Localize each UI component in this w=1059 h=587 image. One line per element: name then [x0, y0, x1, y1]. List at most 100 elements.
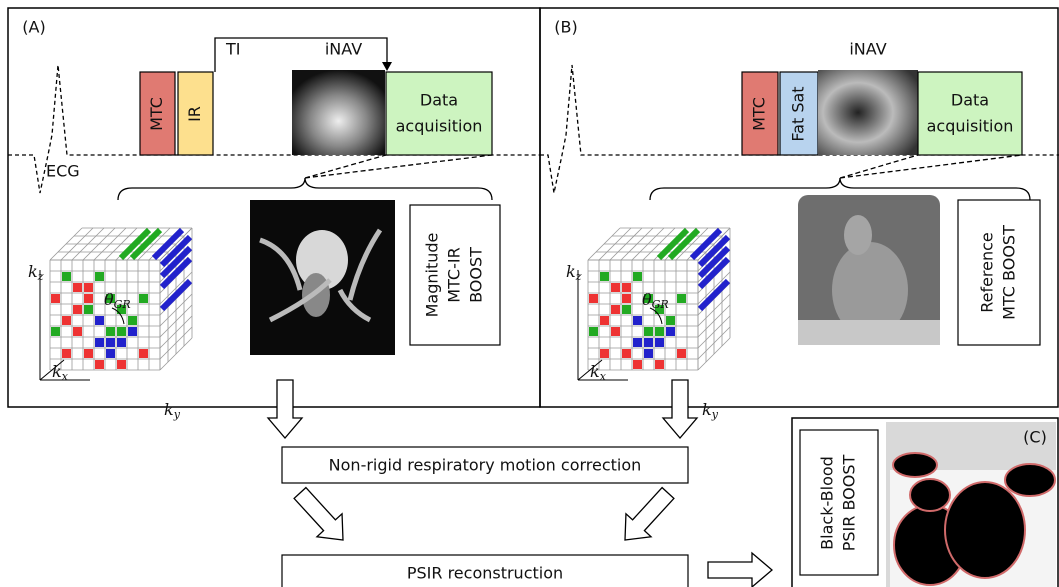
sample: [84, 294, 93, 303]
vessel: [893, 453, 937, 477]
sample: [117, 360, 126, 369]
panel-label: (C): [1023, 428, 1047, 447]
sample: [106, 327, 115, 336]
acquisition-box: [918, 72, 1022, 155]
axis-label-base: k: [52, 362, 62, 381]
axis-label-base: k: [702, 400, 712, 419]
inav-image: [292, 70, 385, 155]
acquisition-label: acquisition: [396, 117, 483, 136]
sample: [644, 327, 653, 336]
axis-label-sub: x: [62, 370, 69, 383]
sample: [84, 349, 93, 358]
ti-label: TI: [225, 40, 241, 59]
page: (A)ECGMTCIRiNAVTIDataacquisitionkzkxkyθG…: [0, 0, 1059, 587]
sample: [666, 316, 675, 325]
theta-label-base: θ: [642, 290, 652, 309]
axis-label: kx: [590, 362, 607, 384]
sample: [95, 316, 104, 325]
axis-label: ky: [164, 400, 181, 422]
axis-label: kz: [28, 262, 44, 284]
flow-arrow: [268, 380, 302, 438]
acquisition-label: Data: [951, 91, 989, 110]
acquisition-label: Data: [420, 91, 458, 110]
pulse-label: IR: [185, 106, 204, 122]
axis-label: ky: [702, 400, 719, 422]
sample: [622, 283, 631, 292]
mr-image: [250, 200, 395, 355]
sample: [611, 327, 620, 336]
flow-arrow: [612, 482, 680, 552]
axis-label-sub: z: [575, 270, 582, 283]
step-label: PSIR reconstruction: [407, 564, 563, 583]
axis-label-base: k: [164, 400, 174, 419]
sample: [589, 327, 598, 336]
vessel: [1005, 464, 1055, 496]
axis-label-base: k: [28, 262, 38, 281]
sample: [62, 349, 71, 358]
axis-label-base: k: [566, 262, 576, 281]
sample: [73, 327, 82, 336]
image-label: Black-Blood: [818, 456, 837, 550]
image-label: Magnitude: [423, 233, 442, 318]
sample: [139, 294, 148, 303]
inav-label: iNAV: [849, 40, 886, 59]
image-label: BOOST: [467, 247, 486, 303]
sample: [622, 305, 631, 314]
sample: [117, 327, 126, 336]
sample: [655, 338, 664, 347]
theta-label-sub: GR: [652, 298, 669, 311]
vessel: [945, 482, 1025, 578]
sample: [666, 327, 675, 336]
sample: [633, 316, 642, 325]
sample: [117, 338, 126, 347]
sample: [62, 272, 71, 281]
panel-label: (B): [554, 18, 577, 37]
sample: [128, 327, 137, 336]
image-label: MTC-IR: [445, 247, 464, 302]
axis-label-sub: y: [173, 408, 181, 421]
axis-label-base: k: [590, 362, 600, 381]
sample: [611, 305, 620, 314]
sample: [62, 316, 71, 325]
sample: [677, 349, 686, 358]
arrow-head: [382, 62, 392, 71]
theta-label-sub: GR: [114, 298, 131, 311]
sample: [644, 349, 653, 358]
mr-image: [798, 195, 940, 345]
vessel: [910, 479, 950, 511]
sample: [611, 283, 620, 292]
acquisition-label: acquisition: [927, 117, 1014, 136]
acquisition-box: [386, 72, 492, 155]
axis-label-sub: z: [37, 270, 44, 283]
sample: [95, 360, 104, 369]
sample: [139, 349, 148, 358]
psir-image: [886, 422, 1056, 587]
ecg-label: ECG: [46, 162, 80, 181]
axis-label: kx: [52, 362, 69, 384]
sample: [633, 272, 642, 281]
flow-arrow: [663, 380, 697, 438]
theta-label-base: θ: [104, 290, 114, 309]
sample: [128, 316, 137, 325]
step-label: Non-rigid respiratory motion correction: [329, 456, 642, 475]
sample: [51, 294, 60, 303]
sample: [633, 360, 642, 369]
image-label: MTC BOOST: [1000, 225, 1019, 320]
sample: [677, 294, 686, 303]
sample: [655, 327, 664, 336]
sample: [622, 294, 631, 303]
axis-label-sub: y: [711, 408, 719, 421]
sample: [95, 272, 104, 281]
image-label: Reference: [978, 232, 997, 313]
body: [798, 320, 940, 345]
sample: [622, 349, 631, 358]
flow-arrow: [708, 553, 772, 587]
pulse-label: Fat Sat: [789, 86, 808, 141]
pulse-label: MTC: [750, 97, 769, 131]
sample: [589, 294, 598, 303]
image-label: PSIR BOOST: [840, 455, 859, 552]
sample: [600, 316, 609, 325]
sample: [84, 305, 93, 314]
zoom-lines: [305, 155, 492, 178]
sample: [655, 360, 664, 369]
